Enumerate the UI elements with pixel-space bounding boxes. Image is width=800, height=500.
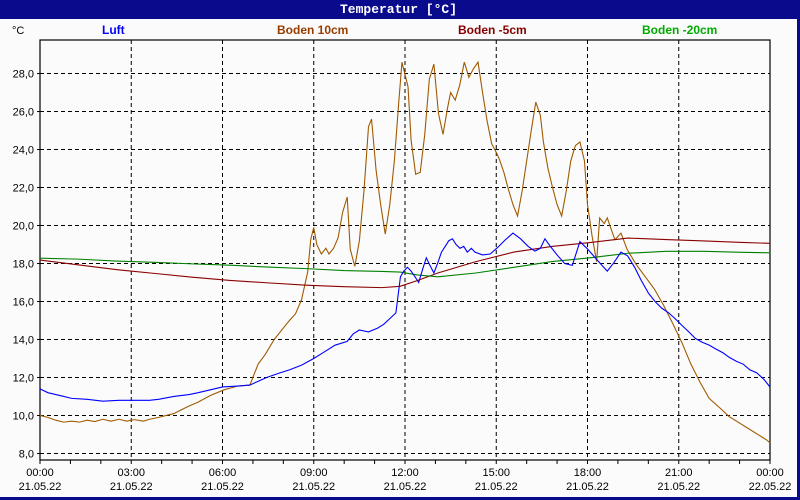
svg-text:00:00: 00:00 [756,467,784,479]
svg-text:8,0: 8,0 [19,448,34,460]
svg-text:21.05.22: 21.05.22 [201,481,244,493]
svg-text:22.05.22: 22.05.22 [749,481,792,493]
svg-text:03:00: 03:00 [117,467,145,479]
svg-text:21.05.22: 21.05.22 [657,481,700,493]
svg-text:21.05.22: 21.05.22 [110,481,153,493]
svg-text:14,0: 14,0 [13,334,34,346]
svg-text:06:00: 06:00 [209,467,237,479]
svg-text:18:00: 18:00 [574,467,602,479]
svg-text:26,0: 26,0 [13,107,34,119]
svg-text:10,0: 10,0 [13,410,34,422]
svg-text:21.05.22: 21.05.22 [19,481,62,493]
svg-text:21.05.22: 21.05.22 [475,481,518,493]
svg-text:16,0: 16,0 [13,296,34,308]
svg-text:18,0: 18,0 [13,259,34,271]
svg-text:09:00: 09:00 [300,467,328,479]
svg-text:22,0: 22,0 [13,183,34,195]
svg-text:21.05.22: 21.05.22 [566,481,609,493]
svg-text:15:00: 15:00 [482,467,510,479]
svg-text:°C: °C [12,25,24,37]
svg-text:12,0: 12,0 [13,372,34,384]
svg-text:20,0: 20,0 [13,221,34,233]
svg-text:24,0: 24,0 [13,145,34,157]
svg-text:21:00: 21:00 [665,467,693,479]
svg-text:21.05.22: 21.05.22 [292,481,335,493]
svg-text:28,0: 28,0 [13,69,34,81]
svg-text:21.05.22: 21.05.22 [384,481,427,493]
svg-text:12:00: 12:00 [391,467,419,479]
svg-text:00:00: 00:00 [26,467,54,479]
